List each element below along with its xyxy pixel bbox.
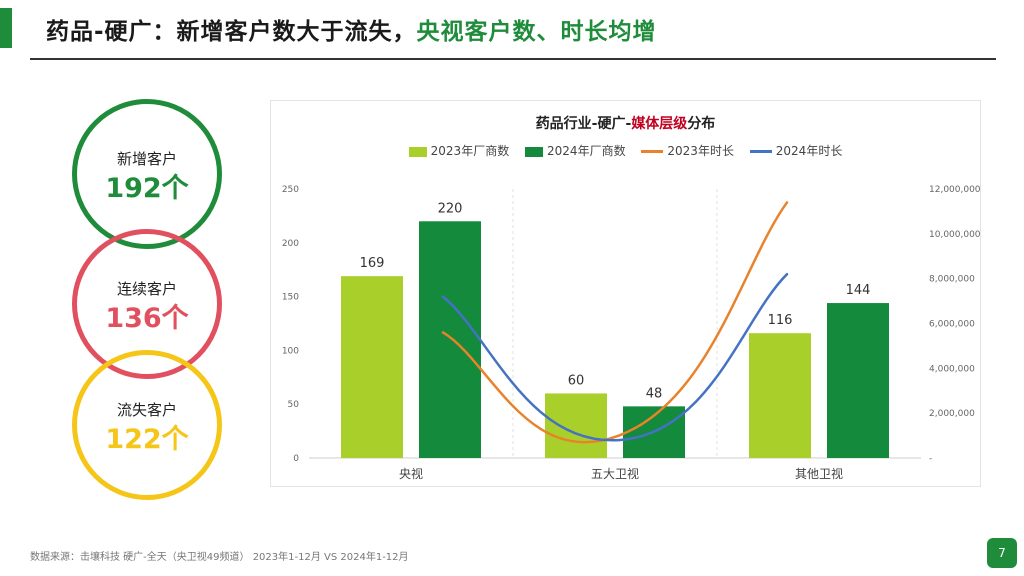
legend-swatch: [749, 150, 772, 153]
legend-item-2024-duration: 2024年时长: [749, 142, 843, 159]
x-tick-label: 五大卫视: [591, 466, 639, 481]
legend-label: 2024年时长: [775, 144, 843, 158]
legend-item-2024-count: 2024年厂商数: [525, 142, 626, 159]
data-source-note: 数据来源：击壤科技 硬广-全天（央卫视49频道） 2023年1-12月 VS 2…: [30, 552, 409, 563]
y-left-tick-label: 250: [282, 185, 299, 195]
bar-2024-0: [419, 221, 481, 458]
legend-label: 2023年厂商数: [430, 144, 510, 158]
kpi-new-value: 192个: [105, 173, 189, 204]
y-right-tick-label: 2,000,000: [929, 409, 975, 419]
y-right-tick-label: 10,000,000: [929, 230, 981, 240]
y-right-tick-label: 8,000,000: [929, 275, 975, 285]
chart-title: 药品行业-硬广-媒体层级分布: [271, 113, 980, 133]
kpi-continuing-label: 连续客户: [116, 280, 177, 298]
title-main: 药品-硬广：新增客户数大于流失，: [46, 19, 417, 45]
series-line-2023-duration: [441, 201, 789, 444]
legend-swatch: [408, 146, 427, 157]
legend-label: 2023年时长: [667, 144, 734, 158]
kpi-new-label: 新增客户: [116, 150, 177, 168]
bar-data-label: 169: [360, 256, 385, 271]
chart-title-highlight: 媒体层级: [631, 116, 688, 132]
page-number-badge: 7: [987, 538, 1017, 568]
x-tick-label: 其他卫视: [795, 466, 843, 481]
kpi-lost-value: 122个: [105, 424, 189, 455]
y-left-tick-label: 0: [293, 454, 299, 464]
bar-data-label: 60: [568, 373, 585, 388]
chart-panel: 0 50 100 150 200 250 - 2,000,000 4,000,000 6,000,…: [270, 100, 981, 487]
legend-swatch: [525, 146, 544, 157]
chart-legend: 2023年厂商数 2024年厂商数 2023年时长 2024年时长: [271, 142, 980, 159]
bar-data-label: 48: [646, 386, 663, 401]
chart-title-post: 分布: [687, 116, 716, 132]
x-tick-label: 央视: [399, 466, 423, 481]
bar-data-label: 116: [768, 313, 793, 328]
bar-2023-0: [341, 276, 403, 458]
y-right-tick-label: -: [929, 454, 932, 464]
series-line-2024-duration: [441, 272, 789, 442]
bar-2023-2: [749, 333, 811, 458]
legend-label: 2024年厂商数: [547, 144, 626, 158]
combo-chart: 0 50 100 150 200 250 - 2,000,000 4,000,000 6,000,…: [282, 185, 981, 481]
page-title: 药品-硬广：新增客户数大于流失，央视客户数、时长均增: [46, 12, 657, 46]
bar-data-label: 144: [846, 283, 871, 298]
y-left-tick-label: 50: [288, 400, 300, 410]
chart-title-pre: 药品行业-硬广-: [535, 116, 632, 132]
y-right-tick-label: 6,000,000: [929, 320, 975, 330]
y-left-tick-label: 100: [282, 346, 299, 356]
kpi-continuing-value: 136个: [105, 303, 189, 334]
kpi-new-customers: 新增客户 192个: [72, 99, 222, 249]
legend-item-2023-duration: 2023年时长: [641, 142, 734, 159]
y-left-tick-label: 150: [282, 293, 299, 303]
bar-data-label: 220: [438, 201, 463, 216]
y-left-tick-label: 200: [282, 239, 299, 249]
title-divider: [30, 58, 996, 60]
title-highlight: 央视客户数、时长均增: [416, 19, 657, 45]
y-right-tick-label: 4,000,000: [929, 364, 975, 374]
bar-2024-2: [827, 303, 889, 458]
legend-swatch: [641, 150, 664, 153]
y-right-tick-label: 12,000,000: [929, 185, 981, 195]
accent-bar: [0, 8, 12, 48]
bar-2023-1: [545, 393, 607, 458]
kpi-lost-label: 流失客户: [116, 401, 177, 419]
legend-item-2023-count: 2023年厂商数: [408, 142, 510, 159]
kpi-lost-customers: 流失客户 122个: [72, 350, 222, 500]
